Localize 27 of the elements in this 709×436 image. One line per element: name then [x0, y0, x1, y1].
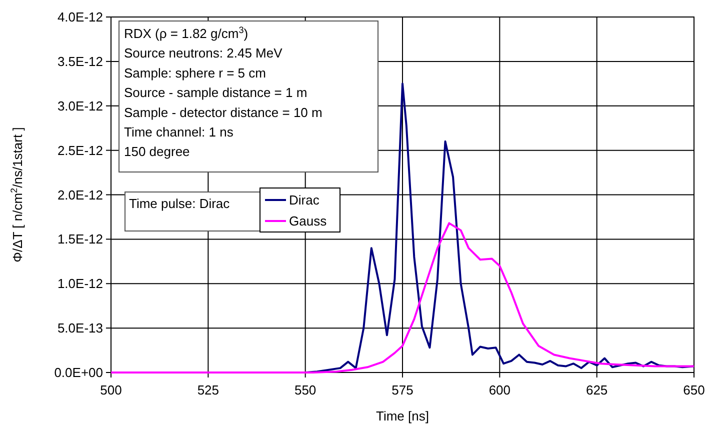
y-tick-label: 0.0E+00 — [54, 365, 103, 380]
annotation: 150 degree — [124, 144, 190, 160]
x-tick-label: 525 — [197, 382, 220, 398]
x-tick-label: 625 — [586, 382, 608, 398]
annotation: RDX (ρ = 1.82 g/cm$^{3}$) — [124, 25, 248, 41]
x-tick-label: 650 — [683, 382, 705, 398]
x-tick-label: 600 — [488, 382, 511, 398]
annotation: Time pulse: Dirac — [129, 196, 230, 211]
annotation: Source - sample distance = 1 m — [124, 85, 308, 100]
x-tick-label: 550 — [294, 382, 316, 398]
legend-label: Gauss — [289, 214, 328, 229]
legend-label: Dirac — [289, 192, 320, 208]
x-tick-label: 500 — [100, 382, 122, 398]
annotation: Sample - detector distance = 10 m — [124, 104, 322, 120]
annotation: Sample: sphere r = 5 cm — [124, 65, 266, 80]
x-tick-label: 575 — [392, 382, 414, 398]
y-tick-label: 2.0E-12 — [57, 187, 103, 202]
x-axis-title: Time [ns] — [376, 408, 429, 424]
y-tick-label: 3.5E-12 — [57, 54, 103, 69]
y-tick-label: 5.0E-13 — [57, 320, 103, 336]
y-tick-label: 2.5E-12 — [57, 142, 103, 158]
y-tick-label: 1.5E-12 — [57, 232, 103, 247]
annotation: Time channel: 1 ns — [124, 124, 234, 140]
y-tick-label: 4.0E-12 — [57, 10, 103, 25]
annotation: Source neutrons: 2.45 MeV — [124, 46, 283, 61]
y-tick-label: 1.0E-12 — [57, 276, 103, 292]
y-tick-label: 3.0E-12 — [57, 98, 103, 114]
